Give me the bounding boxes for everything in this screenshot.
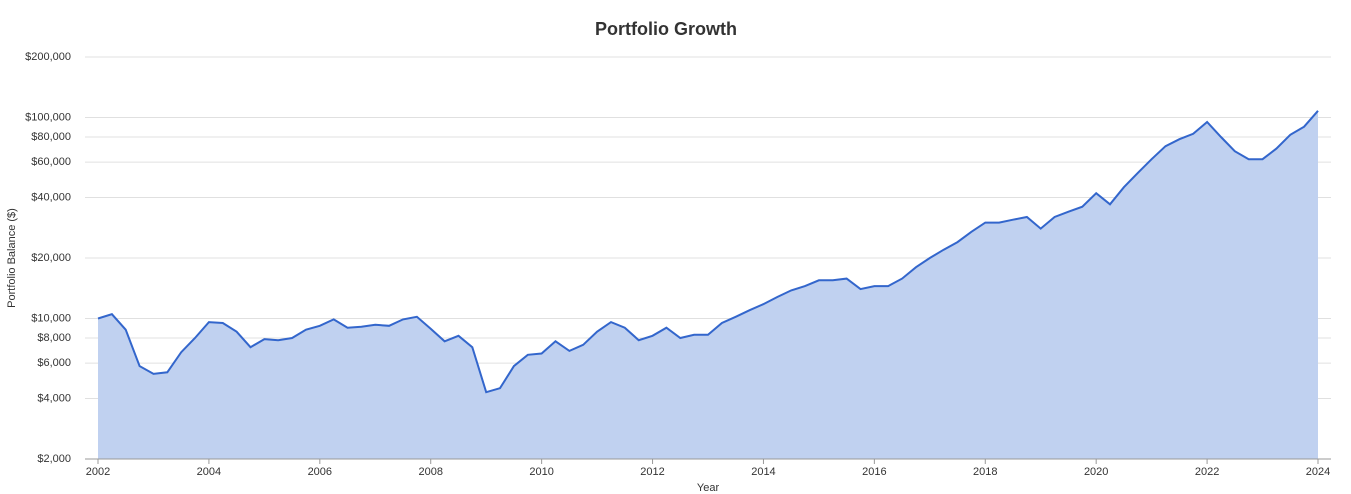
x-tick-label: 2018 — [973, 466, 997, 478]
x-tick-label: 2012 — [640, 466, 664, 478]
y-axis-label: Portfolio Balance ($) — [6, 208, 18, 308]
x-tick-label: 2014 — [751, 466, 775, 478]
y-tick-label: $8,000 — [37, 332, 71, 344]
x-tick-label: 2022 — [1195, 466, 1219, 478]
y-tick-label: $20,000 — [31, 252, 71, 264]
y-tick-label: $2,000 — [37, 453, 71, 465]
x-tick-label: 2020 — [1084, 466, 1108, 478]
x-axis-label: Year — [697, 482, 720, 494]
x-tick-label: 2004 — [197, 466, 221, 478]
y-tick-label: $40,000 — [31, 191, 71, 203]
y-tick-label: $10,000 — [31, 312, 71, 324]
x-tick-label: 2010 — [529, 466, 553, 478]
area — [98, 110, 1318, 460]
x-tick-label: 2016 — [862, 466, 886, 478]
y-tick-label: $80,000 — [31, 131, 71, 143]
chart-title: Portfolio Growth — [595, 19, 737, 39]
y-tick-label: $100,000 — [25, 111, 71, 123]
y-tick-label: $60,000 — [31, 156, 71, 168]
y-tick-label: $6,000 — [37, 357, 71, 369]
x-tick-label: 2002 — [86, 466, 110, 478]
y-tick-label: $200,000 — [25, 51, 71, 63]
line — [97, 110, 1319, 394]
y-tick-label: $4,000 — [37, 392, 71, 404]
x-tick-label: 2008 — [418, 466, 442, 478]
x-tick-label: 2006 — [308, 466, 332, 478]
x-tick-label: 2024 — [1306, 466, 1330, 478]
